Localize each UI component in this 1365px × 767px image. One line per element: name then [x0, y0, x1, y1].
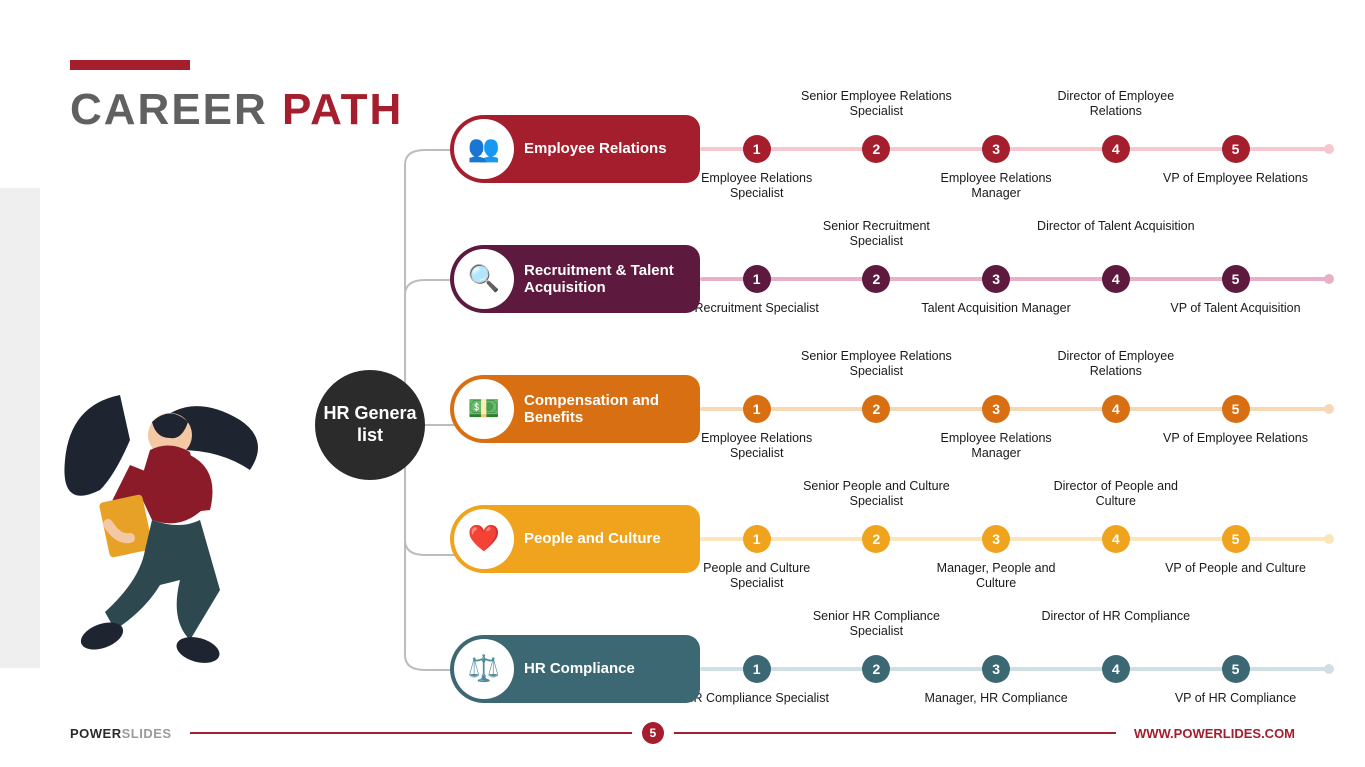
track-3: ❤️People and Culture1People and Culture … — [450, 485, 1330, 615]
running-person-illustration — [60, 380, 290, 690]
step-label: Talent Acquisition Manager — [916, 301, 1076, 316]
track-pill: 💵 Compensation and Benefits — [450, 375, 700, 443]
footer-line-left — [190, 732, 632, 734]
step-label: Recruitment Specialist — [677, 301, 837, 316]
step-node: 5 — [1222, 525, 1250, 553]
footer: POWERSLIDES 5 WWW.POWERLIDES.COM — [70, 721, 1295, 745]
step-node: 4 — [1102, 655, 1130, 683]
step-node: 1 — [743, 265, 771, 293]
step-label: Senior Recruitment Specialist — [796, 219, 956, 249]
left-gray-block — [0, 188, 40, 668]
step-label: VP of Employee Relations — [1156, 171, 1316, 186]
step-node: 2 — [862, 265, 890, 293]
timeline: 1HR Compliance Specialist2Senior HR Comp… — [700, 645, 1330, 705]
step-node: 5 — [1222, 655, 1250, 683]
step-node: 1 — [743, 135, 771, 163]
timeline: 1Employee Relations Specialist2Senior Em… — [700, 385, 1330, 445]
track-pill: ⚖️ HR Compliance — [450, 635, 700, 703]
footer-url: WWW.POWERLIDES.COM — [1134, 726, 1295, 741]
track-icon: 👥 — [454, 119, 514, 179]
title-accent-bar — [70, 60, 190, 70]
step-node: 2 — [862, 655, 890, 683]
track-name: People and Culture — [524, 530, 661, 547]
timeline-end-dot — [1324, 534, 1334, 544]
step-label: Senior HR Compliance Specialist — [796, 609, 956, 639]
step-node: 4 — [1102, 135, 1130, 163]
step-label: VP of Talent Acquisition — [1156, 301, 1316, 316]
step-label: Director of Employee Relations — [1036, 89, 1196, 119]
timeline-end-dot — [1324, 664, 1334, 674]
step-node: 1 — [743, 655, 771, 683]
footer-brand-bold: POWER — [70, 726, 122, 741]
step-label: Director of HR Compliance — [1036, 609, 1196, 624]
track-pill: 🔍 Recruitment & Talent Acquisition — [450, 245, 700, 313]
footer-page-number: 5 — [642, 722, 664, 744]
hub-label: HR Genera list — [315, 403, 425, 446]
step-node: 2 — [862, 135, 890, 163]
step-label: Senior Employee Relations Specialist — [796, 349, 956, 379]
track-icon: ⚖️ — [454, 639, 514, 699]
step-node: 2 — [862, 395, 890, 423]
track-icon: 🔍 — [454, 249, 514, 309]
step-node: 3 — [982, 135, 1010, 163]
track-name: Employee Relations — [524, 140, 667, 157]
step-label: VP of People and Culture — [1156, 561, 1316, 576]
step-node: 3 — [982, 265, 1010, 293]
step-label: Senior Employee Relations Specialist — [796, 89, 956, 119]
timeline: 1Employee Relations Specialist2Senior Em… — [700, 125, 1330, 185]
footer-brand: POWERSLIDES — [70, 726, 172, 741]
track-0: 👥Employee Relations1Employee Relations S… — [450, 95, 1330, 225]
track-1: 🔍Recruitment & Talent Acquisition1Recrui… — [450, 225, 1330, 355]
track-pill: ❤️ People and Culture — [450, 505, 700, 573]
timeline-end-dot — [1324, 274, 1334, 284]
step-label: VP of Employee Relations — [1156, 431, 1316, 446]
timeline-end-dot — [1324, 144, 1334, 154]
track-name: Recruitment & Talent Acquisition — [524, 262, 700, 297]
timeline-end-dot — [1324, 404, 1334, 414]
step-node: 4 — [1102, 395, 1130, 423]
step-label: Employee Relations Manager — [916, 171, 1076, 201]
footer-line-right — [674, 732, 1116, 734]
track-icon: ❤️ — [454, 509, 514, 569]
step-node: 3 — [982, 525, 1010, 553]
step-label: Director of Talent Acquisition — [1036, 219, 1196, 234]
step-label: Director of People and Culture — [1036, 479, 1196, 509]
step-label: Employee Relations Specialist — [677, 171, 837, 201]
step-node: 4 — [1102, 265, 1130, 293]
step-label: Manager, HR Compliance — [916, 691, 1076, 706]
step-label: Employee Relations Manager — [916, 431, 1076, 461]
track-pill: 👥 Employee Relations — [450, 115, 700, 183]
step-label: Employee Relations Specialist — [677, 431, 837, 461]
step-label: VP of HR Compliance — [1156, 691, 1316, 706]
page-title: CAREER PATH — [70, 85, 403, 135]
step-node: 1 — [743, 395, 771, 423]
step-label: People and Culture Specialist — [677, 561, 837, 591]
footer-brand-light: SLIDES — [122, 726, 172, 741]
track-icon: 💵 — [454, 379, 514, 439]
step-node: 5 — [1222, 395, 1250, 423]
step-node: 3 — [982, 395, 1010, 423]
track-name: HR Compliance — [524, 660, 635, 677]
track-2: 💵Compensation and Benefits1Employee Rela… — [450, 355, 1330, 485]
hub-node: HR Genera list — [315, 370, 425, 480]
step-node: 1 — [743, 525, 771, 553]
step-label: Director of Employee Relations — [1036, 349, 1196, 379]
step-label: Manager, People and Culture — [916, 561, 1076, 591]
step-label: HR Compliance Specialist — [677, 691, 837, 706]
step-node: 5 — [1222, 135, 1250, 163]
track-name: Compensation and Benefits — [524, 392, 700, 427]
title-word-1: CAREER — [70, 85, 268, 134]
step-node: 2 — [862, 525, 890, 553]
step-node: 4 — [1102, 525, 1130, 553]
step-node: 5 — [1222, 265, 1250, 293]
timeline: 1Recruitment Specialist2Senior Recruitme… — [700, 255, 1330, 315]
step-node: 3 — [982, 655, 1010, 683]
timeline: 1People and Culture Specialist2Senior Pe… — [700, 515, 1330, 575]
step-label: Senior People and Culture Specialist — [796, 479, 956, 509]
